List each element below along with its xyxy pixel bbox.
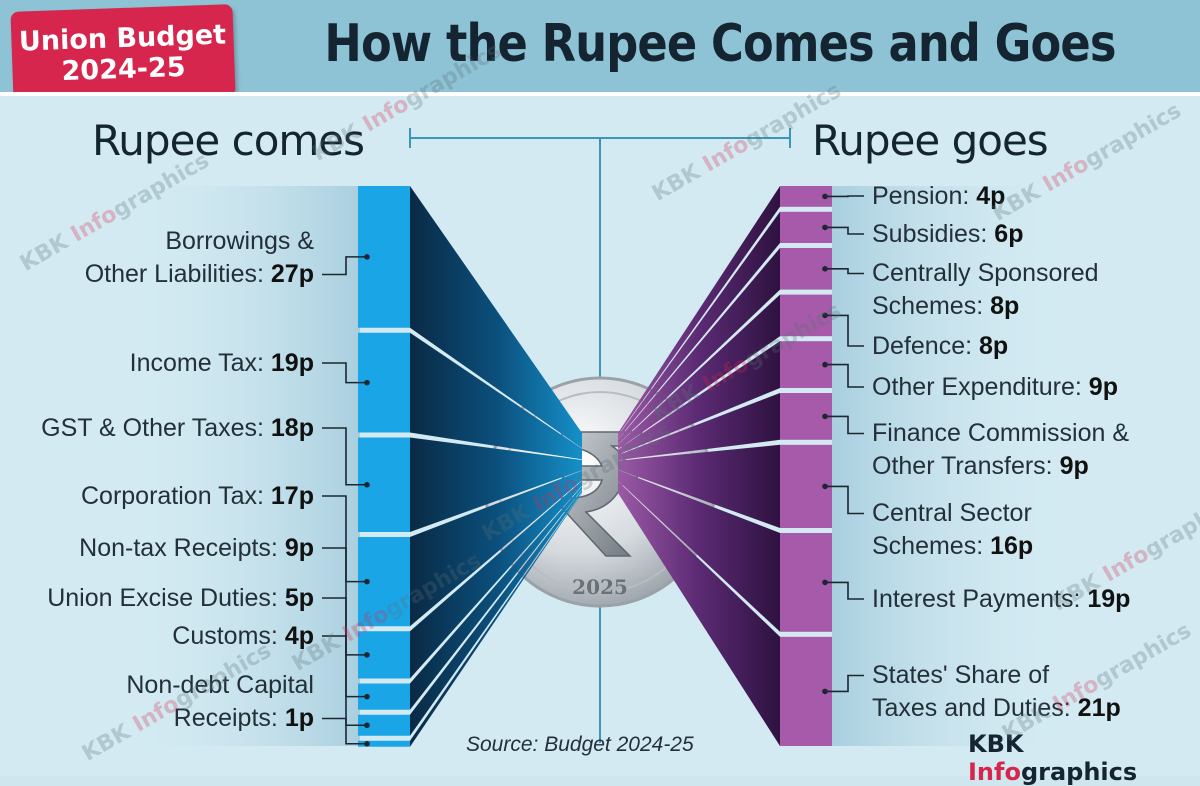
- goes-value: 8p: [979, 332, 1008, 360]
- goes-label-0: Pension: 4p: [872, 180, 1005, 213]
- goes-label-line: Defence: 8p: [872, 330, 1008, 363]
- comes-label-5: Union Excise Duties: 5p: [47, 582, 314, 615]
- comes-label-line: Non-tax Receipts: 9p: [79, 532, 314, 565]
- goes-label-line: Schemes: 16p: [872, 530, 1033, 563]
- goes-value: 9p: [1060, 452, 1089, 480]
- comes-label-line: Corporation Tax: 17p: [81, 480, 314, 513]
- brand-logo: KBK Infographics: [968, 730, 1200, 786]
- goes-leader-dot-6: [822, 484, 828, 490]
- goes-value: 16p: [990, 532, 1033, 560]
- comes-label-line: Borrowings &: [85, 225, 314, 258]
- comes-bar: [358, 186, 410, 747]
- comes-value: 19p: [271, 349, 314, 377]
- comes-leader-dot-6: [364, 722, 370, 728]
- goes-label-line: Finance Commission &: [872, 417, 1129, 450]
- comes-value: 17p: [271, 482, 314, 510]
- comes-label-0: Borrowings &Other Liabilities: 27p: [85, 225, 314, 291]
- goes-label-line: Other Expenditure: 9p: [872, 371, 1118, 404]
- comes-label-3: Corporation Tax: 17p: [81, 480, 314, 513]
- goes-leader-dot-4: [822, 362, 828, 368]
- comes-leader-dot-7: [364, 741, 370, 747]
- comes-leader-dot-0: [364, 254, 370, 260]
- comes-label-6: Customs: 4p: [172, 620, 314, 653]
- comes-value: 1p: [285, 704, 314, 732]
- goes-label-line: Central Sector: [872, 497, 1033, 530]
- comes-label-line: Income Tax: 19p: [130, 347, 314, 380]
- goes-label-line: Centrally Sponsored: [872, 257, 1099, 290]
- comes-label-1: Income Tax: 19p: [130, 347, 314, 380]
- comes-value: 18p: [271, 414, 314, 442]
- goes-value: 9p: [1089, 373, 1118, 401]
- goes-title: Rupee goes: [812, 116, 1048, 165]
- goes-label-3: Defence: 8p: [872, 330, 1008, 363]
- comes-flows: [410, 186, 582, 747]
- comes-label-line: Customs: 4p: [172, 620, 314, 653]
- brand-part-2: Info: [968, 758, 1021, 786]
- goes-leader-dot-1: [822, 225, 828, 231]
- brand-part-3: graphics: [1021, 758, 1137, 786]
- goes-leader-dot-7: [822, 580, 828, 586]
- comes-leader-dot-2: [364, 482, 370, 488]
- comes-label-line: Other Liabilities: 27p: [85, 258, 314, 291]
- goes-label-line: Pension: 4p: [872, 180, 1005, 213]
- goes-leader-dot-5: [822, 414, 828, 420]
- comes-leader-dot-5: [364, 694, 370, 700]
- source-note: Source: Budget 2024-25: [466, 733, 694, 757]
- comes-label-line: Union Excise Duties: 5p: [47, 582, 314, 615]
- comes-label-2: GST & Other Taxes: 18p: [41, 412, 314, 445]
- comes-value: 9p: [285, 534, 314, 562]
- goes-label-5: Finance Commission &Other Transfers: 9p: [872, 417, 1129, 483]
- goes-leader-dot-0: [822, 194, 828, 200]
- comes-value: 5p: [285, 584, 314, 612]
- comes-label-4: Non-tax Receipts: 9p: [79, 532, 314, 565]
- coin-year: 2025: [572, 575, 628, 599]
- goes-flows: [618, 186, 780, 746]
- goes-value: 8p: [990, 292, 1019, 320]
- goes-label-line: Other Transfers: 9p: [872, 450, 1129, 483]
- comes-label-line: GST & Other Taxes: 18p: [41, 412, 314, 445]
- goes-leader-dot-2: [822, 266, 828, 272]
- goes-label-line: Schemes: 8p: [872, 290, 1099, 323]
- goes-label-4: Other Expenditure: 9p: [872, 371, 1118, 404]
- goes-leader-dot-8: [822, 689, 828, 695]
- comes-leader-dot-3: [364, 579, 370, 585]
- comes-leader-dot-1: [364, 380, 370, 386]
- comes-leader-dot-4: [364, 652, 370, 658]
- comes-value: 27p: [271, 260, 314, 288]
